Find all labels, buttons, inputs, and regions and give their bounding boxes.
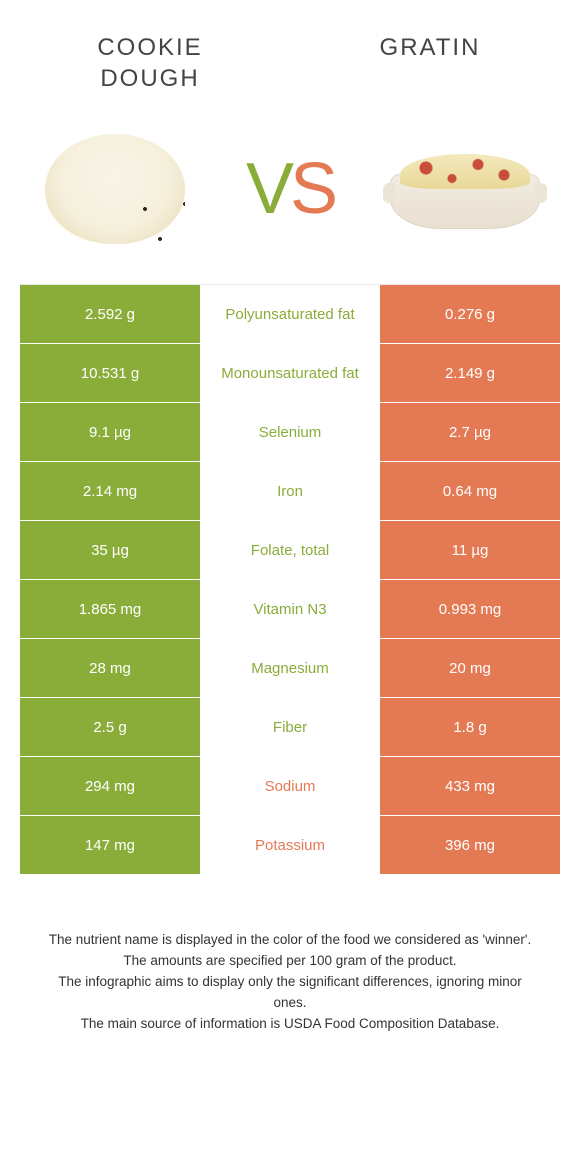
gratin-icon <box>385 149 545 229</box>
cell-left-value: 147 mg <box>20 816 200 874</box>
cell-nutrient-label: Folate, total <box>200 521 380 579</box>
table-row: 294 mgSodium433 mg <box>20 757 560 816</box>
cell-left-value: 294 mg <box>20 757 200 815</box>
cell-right-value: 2.7 µg <box>380 403 560 461</box>
cell-nutrient-label: Vitamin N3 <box>200 580 380 638</box>
cell-right-value: 20 mg <box>380 639 560 697</box>
table-row: 28 mgMagnesium20 mg <box>20 639 560 698</box>
cell-left-value: 1.865 mg <box>20 580 200 638</box>
cell-left-value: 2.14 mg <box>20 462 200 520</box>
cell-nutrient-label: Magnesium <box>200 639 380 697</box>
vs-label: VS <box>246 148 334 230</box>
header: COOKIE DOUGH GRATIN <box>0 0 580 104</box>
table-row: 2.14 mgIron0.64 mg <box>20 462 560 521</box>
table-row: 2.592 gPolyunsaturated fat0.276 g <box>20 285 560 344</box>
footer-notes: The nutrient name is displayed in the co… <box>0 875 580 1035</box>
table-row: 10.531 gMonounsaturated fat2.149 g <box>20 344 560 403</box>
food-image-left <box>30 124 200 254</box>
footer-line: The amounts are specified per 100 gram o… <box>40 951 540 972</box>
cell-right-value: 2.149 g <box>380 344 560 402</box>
food-image-right <box>380 124 550 254</box>
footer-line: The infographic aims to display only the… <box>40 972 540 1014</box>
footer-line: The main source of information is USDA F… <box>40 1014 540 1035</box>
cell-left-value: 2.592 g <box>20 285 200 343</box>
cell-nutrient-label: Fiber <box>200 698 380 756</box>
cell-nutrient-label: Polyunsaturated fat <box>200 285 380 343</box>
cell-right-value: 396 mg <box>380 816 560 874</box>
cell-left-value: 28 mg <box>20 639 200 697</box>
table-row: 9.1 µgSelenium2.7 µg <box>20 403 560 462</box>
images-row: VS <box>0 104 580 284</box>
cell-right-value: 0.993 mg <box>380 580 560 638</box>
cell-right-value: 0.276 g <box>380 285 560 343</box>
nutrient-table: 2.592 gPolyunsaturated fat0.276 g10.531 … <box>20 284 560 875</box>
table-row: 2.5 gFiber1.8 g <box>20 698 560 757</box>
cell-left-value: 35 µg <box>20 521 200 579</box>
table-row: 35 µgFolate, total11 µg <box>20 521 560 580</box>
cell-nutrient-label: Iron <box>200 462 380 520</box>
food-title-left: COOKIE DOUGH <box>50 32 250 94</box>
vs-s: S <box>290 148 334 230</box>
cell-nutrient-label: Monounsaturated fat <box>200 344 380 402</box>
cell-right-value: 1.8 g <box>380 698 560 756</box>
vs-v: V <box>246 148 290 230</box>
cell-right-value: 0.64 mg <box>380 462 560 520</box>
table-row: 1.865 mgVitamin N30.993 mg <box>20 580 560 639</box>
cookie-dough-icon <box>45 134 185 244</box>
food-title-right: GRATIN <box>330 32 530 94</box>
cell-nutrient-label: Sodium <box>200 757 380 815</box>
cell-right-value: 11 µg <box>380 521 560 579</box>
cell-left-value: 2.5 g <box>20 698 200 756</box>
cell-left-value: 9.1 µg <box>20 403 200 461</box>
cell-nutrient-label: Selenium <box>200 403 380 461</box>
footer-line: The nutrient name is displayed in the co… <box>40 930 540 951</box>
table-row: 147 mgPotassium396 mg <box>20 816 560 875</box>
cell-right-value: 433 mg <box>380 757 560 815</box>
cell-nutrient-label: Potassium <box>200 816 380 874</box>
cell-left-value: 10.531 g <box>20 344 200 402</box>
